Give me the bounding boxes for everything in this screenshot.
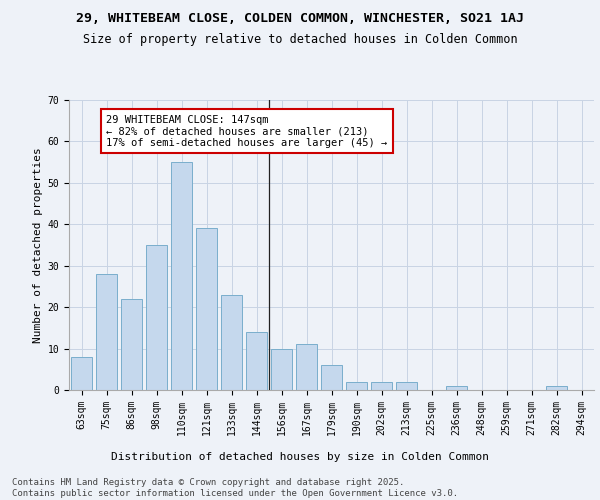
Bar [446, 386, 467, 390]
Bar [71, 357, 92, 390]
Bar [196, 228, 217, 390]
Text: Size of property relative to detached houses in Colden Common: Size of property relative to detached ho… [83, 32, 517, 46]
Bar [396, 382, 417, 390]
Bar [221, 294, 242, 390]
Bar [371, 382, 392, 390]
Bar [246, 332, 267, 390]
Bar [271, 348, 292, 390]
Y-axis label: Number of detached properties: Number of detached properties [34, 147, 43, 343]
Bar [296, 344, 317, 390]
Bar [346, 382, 367, 390]
Bar [171, 162, 192, 390]
Bar [96, 274, 117, 390]
Text: 29 WHITEBEAM CLOSE: 147sqm
← 82% of detached houses are smaller (213)
17% of sem: 29 WHITEBEAM CLOSE: 147sqm ← 82% of deta… [107, 114, 388, 148]
Bar [546, 386, 567, 390]
Text: Contains HM Land Registry data © Crown copyright and database right 2025.
Contai: Contains HM Land Registry data © Crown c… [12, 478, 458, 498]
Text: Distribution of detached houses by size in Colden Common: Distribution of detached houses by size … [111, 452, 489, 462]
Bar [321, 365, 342, 390]
Bar [121, 299, 142, 390]
Bar [146, 245, 167, 390]
Text: 29, WHITEBEAM CLOSE, COLDEN COMMON, WINCHESTER, SO21 1AJ: 29, WHITEBEAM CLOSE, COLDEN COMMON, WINC… [76, 12, 524, 26]
